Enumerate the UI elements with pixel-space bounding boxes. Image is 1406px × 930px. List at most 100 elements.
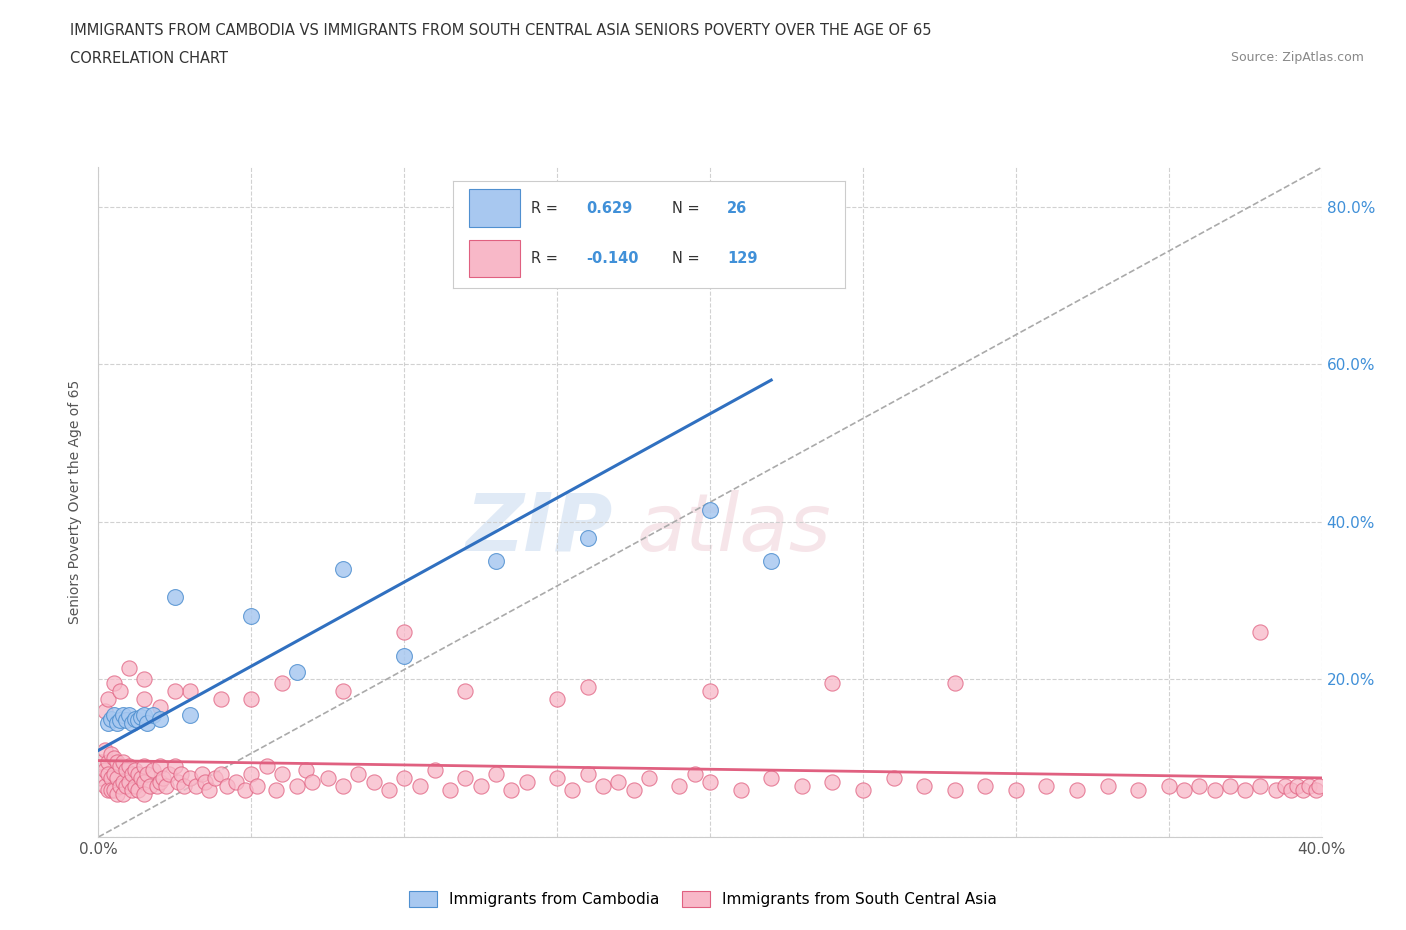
Point	[392, 648, 416, 663]
Point	[103, 782, 125, 797]
Point	[576, 680, 599, 695]
Point	[592, 778, 614, 793]
Point	[204, 770, 226, 785]
Point	[129, 710, 152, 724]
Point	[179, 708, 201, 723]
Point	[759, 770, 782, 785]
Point	[209, 766, 232, 781]
Point	[1249, 778, 1271, 793]
Point	[215, 778, 238, 793]
Point	[246, 778, 269, 793]
Point	[111, 755, 134, 770]
Point	[256, 759, 278, 774]
Point	[103, 708, 125, 723]
Point	[576, 766, 599, 781]
Point	[97, 692, 120, 707]
Point	[191, 766, 214, 781]
Point	[233, 782, 256, 797]
Point	[179, 684, 201, 698]
Point	[759, 554, 782, 569]
Point	[240, 766, 263, 781]
Point	[943, 782, 966, 797]
Point	[1004, 782, 1026, 797]
Point	[155, 778, 177, 793]
Point	[637, 770, 661, 785]
Point	[97, 755, 120, 770]
Text: ZIP: ZIP	[465, 490, 612, 568]
Point	[821, 775, 844, 790]
Point	[149, 699, 172, 714]
Point	[108, 759, 131, 774]
Point	[295, 763, 318, 777]
Point	[332, 778, 354, 793]
Point	[167, 775, 190, 790]
Point	[912, 778, 935, 793]
Point	[103, 676, 125, 691]
Point	[699, 502, 721, 517]
Point	[392, 625, 416, 640]
Point	[1234, 782, 1257, 797]
Point	[170, 766, 193, 781]
Point	[127, 713, 149, 728]
Point	[121, 782, 143, 797]
Point	[108, 684, 131, 698]
Y-axis label: Seniors Poverty Over the Age of 65: Seniors Poverty Over the Age of 65	[69, 380, 83, 624]
Point	[264, 782, 287, 797]
Point	[270, 676, 292, 691]
Point	[93, 778, 115, 793]
Point	[93, 743, 115, 758]
Point	[134, 672, 156, 687]
Point	[561, 782, 583, 797]
Point	[301, 775, 323, 790]
Point	[1308, 778, 1330, 793]
Point	[97, 715, 120, 730]
Point	[115, 778, 138, 793]
Point	[134, 708, 156, 723]
Point	[943, 676, 966, 691]
Point	[1286, 778, 1309, 793]
Point	[1188, 778, 1211, 793]
Point	[118, 775, 141, 790]
Point	[149, 759, 172, 774]
Point	[683, 766, 706, 781]
Point	[516, 775, 538, 790]
Point	[90, 770, 112, 785]
Point	[392, 770, 416, 785]
Point	[163, 590, 186, 604]
Point	[623, 782, 645, 797]
Point	[546, 770, 568, 785]
Point	[485, 554, 508, 569]
Point	[332, 684, 354, 698]
Point	[124, 763, 146, 777]
Point	[1097, 778, 1119, 793]
Point	[1066, 782, 1088, 797]
Point	[124, 711, 146, 726]
Point	[408, 778, 430, 793]
Text: CORRELATION CHART: CORRELATION CHART	[70, 51, 228, 66]
Point	[1305, 782, 1327, 797]
Point	[209, 692, 232, 707]
Point	[100, 747, 122, 762]
Point	[163, 684, 186, 698]
Point	[124, 778, 146, 793]
Point	[93, 763, 115, 777]
Point	[163, 759, 186, 774]
Point	[485, 766, 508, 781]
Point	[1249, 625, 1271, 640]
Point	[118, 660, 141, 675]
Point	[470, 778, 492, 793]
Point	[194, 775, 217, 790]
Text: IMMIGRANTS FROM CAMBODIA VS IMMIGRANTS FROM SOUTH CENTRAL ASIA SENIORS POVERTY O: IMMIGRANTS FROM CAMBODIA VS IMMIGRANTS F…	[70, 23, 932, 38]
Point	[316, 770, 339, 785]
Point	[363, 775, 385, 790]
Point	[103, 751, 125, 765]
Point	[90, 755, 112, 770]
Text: atlas: atlas	[637, 490, 831, 568]
Point	[136, 766, 159, 781]
Point	[108, 713, 131, 728]
Point	[134, 775, 156, 790]
Point	[111, 708, 134, 723]
Point	[1298, 778, 1320, 793]
Point	[270, 766, 292, 781]
Point	[1292, 782, 1315, 797]
